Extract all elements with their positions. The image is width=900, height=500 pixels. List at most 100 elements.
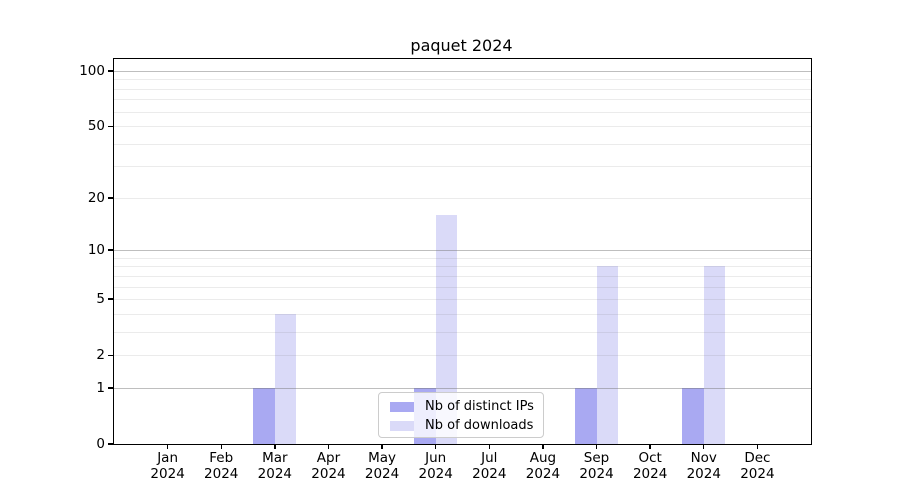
x-tick-year: 2024 [418,465,453,482]
y-tick-label-2: 2 [96,347,105,364]
bar-distinct-ips-mar [253,387,275,444]
x-tick-mark-apr [327,444,330,449]
x-tick-label-jun: Jun 2024 [404,450,468,482]
gridline-minor-8 [114,266,811,268]
x-tick-mark-sep [595,444,598,449]
legend-swatch-distinct-ips [390,401,414,412]
x-tick-year: 2024 [257,465,293,482]
plot-area: Nb of distinct IPs Nb of downloads 100 50… [79,58,812,481]
y-tick-mark-20 [108,197,114,199]
y-tick-label-20: 20 [87,189,105,206]
x-tick-year: 2024 [150,465,185,482]
x-tick-year: 2024 [686,465,721,482]
y-tick-mark-100 [108,70,114,72]
x-tick-label-feb: Feb 2024 [189,450,253,482]
y-tick-mark-50 [108,125,114,127]
x-tick-mark-oct [649,444,651,449]
bar-downloads-jun [435,215,458,444]
x-tick-year: 2024 [364,465,400,482]
y-tick-label-10: 10 [87,242,105,259]
gridline-minor-7 [114,275,811,277]
x-tick-year: 2024 [579,465,614,482]
y-tick-label-1: 1 [96,379,105,396]
x-tick-mark-feb [220,444,222,449]
gridline-minor-70 [114,99,811,101]
bar-downloads-mar [274,313,297,444]
legend-label-distinct-ips: Nb of distinct IPs [425,399,534,414]
gridline-minor-20 [114,197,811,199]
y-tick-mark-5 [108,298,114,300]
bar-distinct-ips-sep [575,387,597,444]
gridline-minor-3 [114,331,811,333]
x-tick-year: 2024 [740,465,775,482]
y-tick-label-5: 5 [96,291,105,308]
x-tick-mark-may [381,444,383,449]
gridline-major-1 [114,387,811,389]
gridline-minor-2 [114,355,811,357]
x-tick-month: Oct [638,450,662,466]
x-tick-label-mar: Mar 2024 [243,450,307,482]
y-tick-mark-10 [108,249,114,251]
x-tick-mark-mar [274,444,276,449]
x-tick-month: Apr [316,450,341,466]
x-tick-month: Sep [583,450,610,466]
gridline-minor-90 [114,79,811,81]
bar-downloads-nov [703,266,726,444]
gridline-major-100 [114,71,811,72]
x-tick-month: Feb [209,450,234,466]
x-tick-month: Jun [425,450,447,466]
y-tick-mark-2 [108,354,114,356]
x-tick-label-aug: Aug 2024 [511,450,575,482]
x-tick-month: Aug [529,450,557,466]
x-tick-year: 2024 [632,465,668,482]
x-tick-label-oct: Oct 2024 [618,450,682,482]
gridline-minor-80 [114,88,811,90]
x-tick-month: May [368,450,397,466]
x-tick-label-dec: Dec 2024 [725,450,789,482]
gridline-minor-5 [114,299,811,301]
y-tick-mark-0 [108,443,114,445]
x-tick-month: Dec [744,450,771,466]
y-tick-label-0: 0 [96,436,105,452]
x-tick-label-jul: Jul 2024 [457,450,521,482]
chart-title: paquet 2024 [410,36,513,55]
chart-legend: Nb of distinct IPs Nb of downloads [378,392,544,438]
gridline-minor-6 [114,286,811,288]
x-tick-month: Mar [262,450,288,466]
x-tick-label-jan: Jan 2024 [136,450,200,482]
x-tick-month: Jul [481,450,498,466]
x-tick-mark-jan [166,444,169,449]
gridline-minor-60 [114,111,811,113]
bar-downloads-sep [596,266,619,444]
x-tick-mark-aug [542,444,544,449]
x-tick-year: 2024 [525,465,561,482]
x-tick-label-apr: Apr 2024 [296,450,360,482]
y-tick-label-100: 100 [79,63,105,79]
gridline-minor-30 [114,166,811,168]
x-tick-year: 2024 [204,465,239,482]
legend-item-distinct-ips: Nb of distinct IPs [390,397,543,416]
gridline-minor-50 [114,126,811,128]
x-tick-year: 2024 [472,465,507,482]
x-tick-label-nov: Nov 2024 [672,450,736,482]
gridline-minor-4 [114,313,811,315]
x-tick-year: 2024 [311,465,346,482]
x-tick-mark-jul [488,444,490,449]
x-tick-label-may: May 2024 [350,450,414,482]
x-tick-month: Jan [157,450,179,466]
x-tick-mark-nov [703,444,705,449]
gridline-minor-9 [114,257,811,259]
x-tick-month: Nov [690,450,717,466]
x-tick-mark-dec [756,444,759,449]
legend-label-downloads: Nb of downloads [425,418,534,433]
gridline-major-10 [114,250,811,252]
y-tick-label-50: 50 [87,118,105,135]
x-tick-label-sep: Sep 2024 [565,450,629,482]
legend-item-downloads: Nb of downloads [390,416,543,435]
y-tick-mark-1 [108,387,114,389]
x-tick-mark-jun [434,444,437,449]
gridline-minor-40 [114,143,811,145]
legend-swatch-downloads [390,420,414,431]
bar-distinct-ips-nov [682,387,704,444]
